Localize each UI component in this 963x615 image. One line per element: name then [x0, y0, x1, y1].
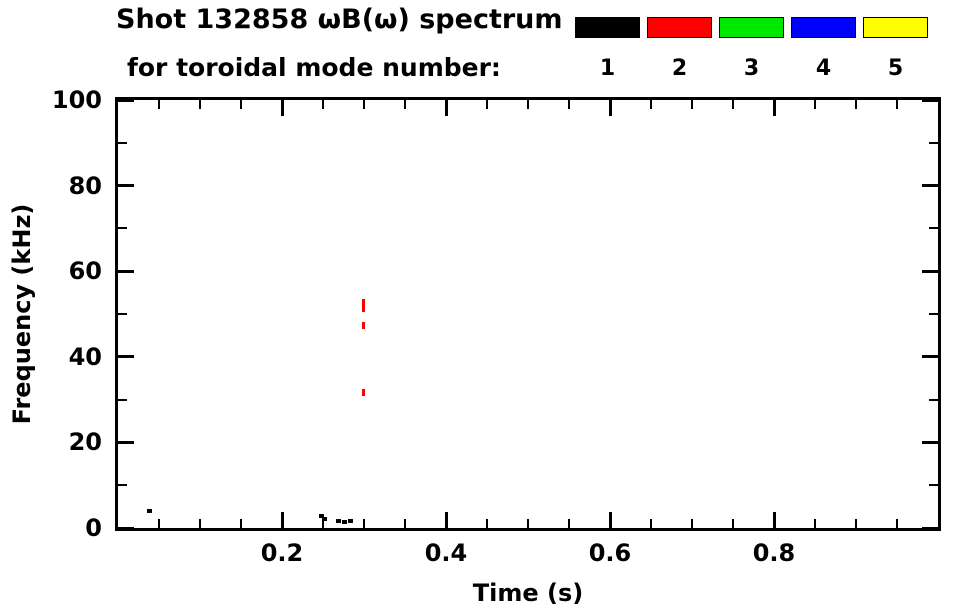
tick-mark: [814, 519, 816, 528]
legend-swatch: [791, 17, 856, 38]
tick-mark: [527, 100, 529, 109]
tick-mark: [118, 141, 127, 144]
x-tick-label: 0.4: [424, 539, 468, 567]
tick-mark: [486, 519, 488, 528]
tick-mark: [608, 100, 612, 116]
data-point: [341, 520, 347, 524]
legend-swatch: [647, 17, 712, 38]
tick-mark: [118, 313, 127, 315]
data-point: [147, 509, 153, 514]
chart-subtitle: for toroidal mode number:: [127, 53, 501, 82]
tick-mark: [814, 100, 816, 109]
tick-mark: [199, 519, 201, 528]
tick-mark: [240, 519, 242, 528]
tick-mark: [929, 398, 938, 401]
y-tick-label: 20: [68, 428, 102, 457]
data-point: [348, 519, 354, 524]
tick-mark: [486, 100, 488, 109]
legend-label: 4: [815, 56, 832, 81]
tick-mark: [322, 100, 324, 109]
legend-swatch: [863, 17, 928, 38]
tick-mark: [404, 100, 406, 109]
legend-swatch: [719, 17, 784, 38]
tick-mark: [444, 512, 448, 528]
tick-mark: [772, 512, 776, 528]
y-tick-label: 0: [85, 514, 102, 542]
tick-mark: [922, 440, 938, 444]
data-point: [322, 516, 328, 521]
legend-swatch: [575, 17, 640, 38]
tick-mark: [118, 355, 134, 359]
tick-mark: [855, 100, 857, 109]
tick-mark: [568, 100, 570, 109]
x-tick-label: 0.6: [588, 539, 632, 567]
tick-mark: [650, 100, 652, 109]
tick-mark: [404, 519, 406, 528]
tick-mark: [922, 526, 938, 530]
data-point: [361, 304, 365, 312]
tick-mark: [929, 227, 938, 230]
x-tick-label: 0.8: [752, 539, 796, 567]
tick-mark: [280, 512, 284, 528]
tick-mark: [158, 100, 160, 109]
data-point: [361, 322, 365, 330]
y-axis-title: Frequency (kHz): [8, 203, 36, 425]
tick-mark: [650, 519, 652, 528]
tick-mark: [855, 519, 857, 528]
tick-mark: [922, 269, 938, 273]
y-tick-label: 80: [68, 171, 102, 200]
y-tick-label: 60: [68, 257, 102, 286]
x-axis-title: Time (s): [472, 579, 584, 607]
tick-mark: [199, 100, 201, 109]
tick-mark: [691, 519, 693, 528]
legend-label: 2: [671, 56, 688, 81]
tick-mark: [118, 484, 127, 487]
tick-mark: [527, 519, 529, 528]
tick-mark: [568, 519, 570, 528]
tick-mark: [732, 100, 734, 109]
tick-mark: [691, 100, 693, 109]
tick-mark: [118, 269, 134, 273]
tick-mark: [118, 98, 134, 102]
data-point: [318, 514, 324, 519]
legend-label: 5: [887, 56, 904, 81]
tick-mark: [896, 519, 898, 528]
tick-mark: [118, 398, 127, 401]
legend-label: 1: [599, 56, 616, 81]
y-tick-label: 100: [51, 86, 102, 114]
tick-mark: [280, 100, 284, 116]
tick-mark: [158, 519, 160, 528]
chart-title: Shot 132858 ωB(ω) spectrum: [116, 4, 563, 35]
plot-area: [115, 97, 941, 531]
tick-mark: [896, 100, 898, 109]
legend-label: 3: [743, 56, 760, 81]
tick-mark: [929, 313, 938, 315]
tick-mark: [118, 526, 134, 530]
tick-mark: [922, 98, 938, 102]
tick-mark: [118, 227, 127, 230]
y-tick-label: 40: [68, 342, 102, 371]
tick-mark: [363, 519, 365, 528]
tick-mark: [118, 184, 134, 188]
x-tick-label: 0.2: [260, 539, 304, 567]
tick-mark: [444, 100, 448, 116]
tick-mark: [929, 484, 938, 487]
tick-mark: [322, 519, 324, 528]
tick-mark: [118, 440, 134, 444]
data-point: [361, 389, 365, 397]
tick-mark: [922, 184, 938, 188]
legend-swatches: [575, 17, 928, 38]
tick-mark: [922, 355, 938, 359]
tick-mark: [363, 100, 365, 109]
tick-mark: [240, 100, 242, 109]
data-point: [361, 298, 365, 306]
tick-mark: [732, 519, 734, 528]
tick-mark: [608, 512, 612, 528]
tick-mark: [929, 141, 938, 144]
data-point: [336, 519, 342, 524]
tick-mark: [772, 100, 776, 116]
legend-mode-numbers: 1 2 3 4 5: [575, 56, 928, 81]
